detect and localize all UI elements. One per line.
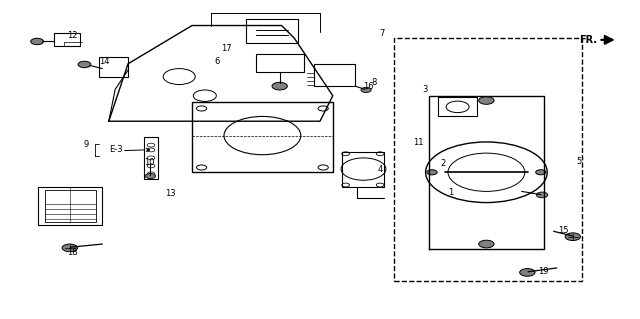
Circle shape — [536, 192, 548, 198]
Circle shape — [145, 174, 156, 179]
Circle shape — [318, 106, 328, 111]
Text: 14: 14 — [99, 57, 109, 66]
Text: 7: 7 — [379, 29, 384, 38]
Circle shape — [196, 165, 207, 170]
Circle shape — [318, 165, 328, 170]
Circle shape — [31, 38, 44, 45]
Circle shape — [520, 269, 535, 276]
Bar — [342, 152, 384, 187]
Circle shape — [479, 97, 494, 104]
Circle shape — [361, 87, 371, 93]
Bar — [54, 33, 80, 46]
Circle shape — [62, 244, 77, 252]
Circle shape — [427, 170, 437, 175]
Bar — [45, 190, 96, 222]
Text: 18: 18 — [67, 248, 78, 256]
Bar — [256, 54, 304, 72]
Text: 2: 2 — [440, 159, 445, 168]
Text: E-3: E-3 — [109, 145, 122, 154]
Bar — [394, 38, 582, 281]
Bar — [38, 187, 102, 225]
Text: 11: 11 — [413, 138, 423, 147]
Text: FR.: FR. — [579, 35, 597, 45]
Text: 16: 16 — [364, 82, 374, 91]
Text: 8: 8 — [371, 78, 376, 87]
Circle shape — [536, 170, 546, 175]
Text: 10: 10 — [144, 158, 154, 167]
Text: 6: 6 — [214, 57, 220, 66]
Text: 9: 9 — [83, 140, 88, 149]
Text: 19: 19 — [538, 267, 548, 276]
Circle shape — [272, 82, 287, 90]
Bar — [99, 57, 128, 77]
Text: 13: 13 — [165, 189, 176, 198]
Circle shape — [565, 233, 580, 241]
Text: 4: 4 — [378, 165, 383, 174]
Bar — [314, 64, 355, 86]
Circle shape — [78, 61, 91, 68]
Circle shape — [196, 106, 207, 111]
Bar — [192, 102, 333, 172]
Text: 17: 17 — [221, 44, 232, 53]
Text: 3: 3 — [422, 85, 428, 94]
Text: 5: 5 — [576, 157, 581, 166]
Bar — [438, 97, 477, 116]
Bar — [246, 19, 298, 43]
Circle shape — [479, 240, 494, 248]
Text: 12: 12 — [67, 31, 77, 40]
Text: 15: 15 — [558, 226, 568, 235]
Bar — [144, 137, 158, 179]
Text: 1: 1 — [448, 189, 453, 197]
